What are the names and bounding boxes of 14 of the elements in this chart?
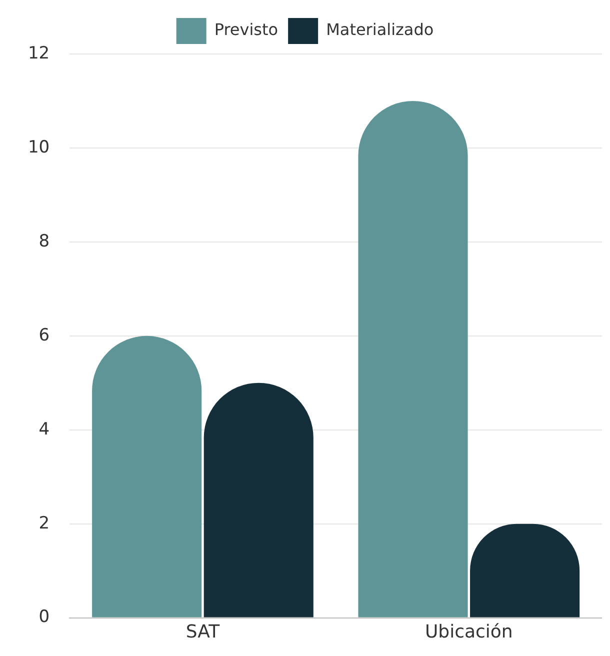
x-tick-label: Ubicación [424, 621, 513, 642]
x-tick-label: SAT [186, 621, 221, 642]
y-tick-label: 10 [28, 137, 50, 158]
y-tick-label: 0 [38, 607, 50, 628]
y-tick-label: 2 [38, 513, 50, 534]
y-tick-label: 4 [38, 419, 50, 440]
y-tick-label: 8 [38, 231, 50, 252]
bar [358, 100, 468, 618]
legend-label: Materializado [326, 20, 434, 40]
bar [204, 382, 314, 618]
legend-label: Previsto [214, 20, 278, 40]
bar [92, 336, 202, 618]
y-tick-label: 12 [28, 43, 50, 64]
y-tick-label: 6 [38, 325, 50, 346]
